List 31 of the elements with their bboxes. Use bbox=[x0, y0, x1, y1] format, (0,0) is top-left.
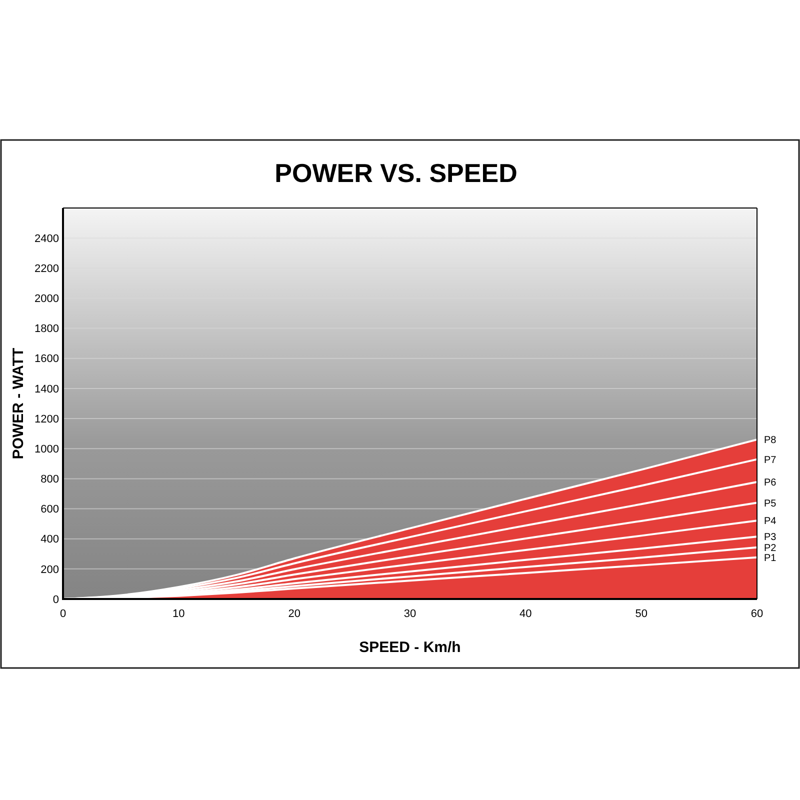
y-tick-label: 1800 bbox=[34, 323, 59, 336]
y-tick-label: 400 bbox=[40, 534, 59, 546]
series-label: P3 bbox=[764, 532, 777, 544]
series-label: P7 bbox=[764, 454, 777, 466]
series-label: P5 bbox=[764, 498, 777, 510]
series-label: P4 bbox=[764, 516, 777, 528]
y-tick-label: 1000 bbox=[34, 443, 59, 456]
x-tick-label: 50 bbox=[635, 608, 648, 620]
x-axis-title: SPEED - Km/h bbox=[359, 639, 461, 656]
y-tick-label: 1400 bbox=[34, 383, 59, 396]
y-tick-label: 800 bbox=[40, 474, 59, 486]
y-tick-label: 2200 bbox=[34, 263, 59, 276]
y-tick-label: 1200 bbox=[34, 413, 59, 426]
x-tick-label: 20 bbox=[288, 608, 300, 620]
x-tick-label: 30 bbox=[404, 608, 416, 620]
y-tick-label: 0 bbox=[52, 594, 59, 606]
y-tick-label: 2000 bbox=[34, 293, 59, 306]
y-tick-label: 1600 bbox=[34, 353, 59, 366]
x-tick-label: 0 bbox=[60, 608, 66, 620]
x-tick-label: 40 bbox=[520, 608, 532, 620]
series-label: P8 bbox=[764, 435, 777, 446]
y-tick-label: 600 bbox=[40, 504, 59, 516]
series-label: P1 bbox=[764, 552, 777, 564]
x-tick-label: 60 bbox=[750, 608, 764, 620]
x-tick-label: 10 bbox=[172, 608, 185, 620]
chart-title: POWER VS. SPEED bbox=[274, 158, 518, 188]
y-tick-label: 2400 bbox=[34, 232, 59, 245]
series-label: P6 bbox=[764, 478, 777, 488]
y-tick-label: 200 bbox=[40, 564, 59, 576]
y-axis-title: POWER - WATT bbox=[10, 348, 27, 460]
series-label: P2 bbox=[764, 542, 777, 554]
